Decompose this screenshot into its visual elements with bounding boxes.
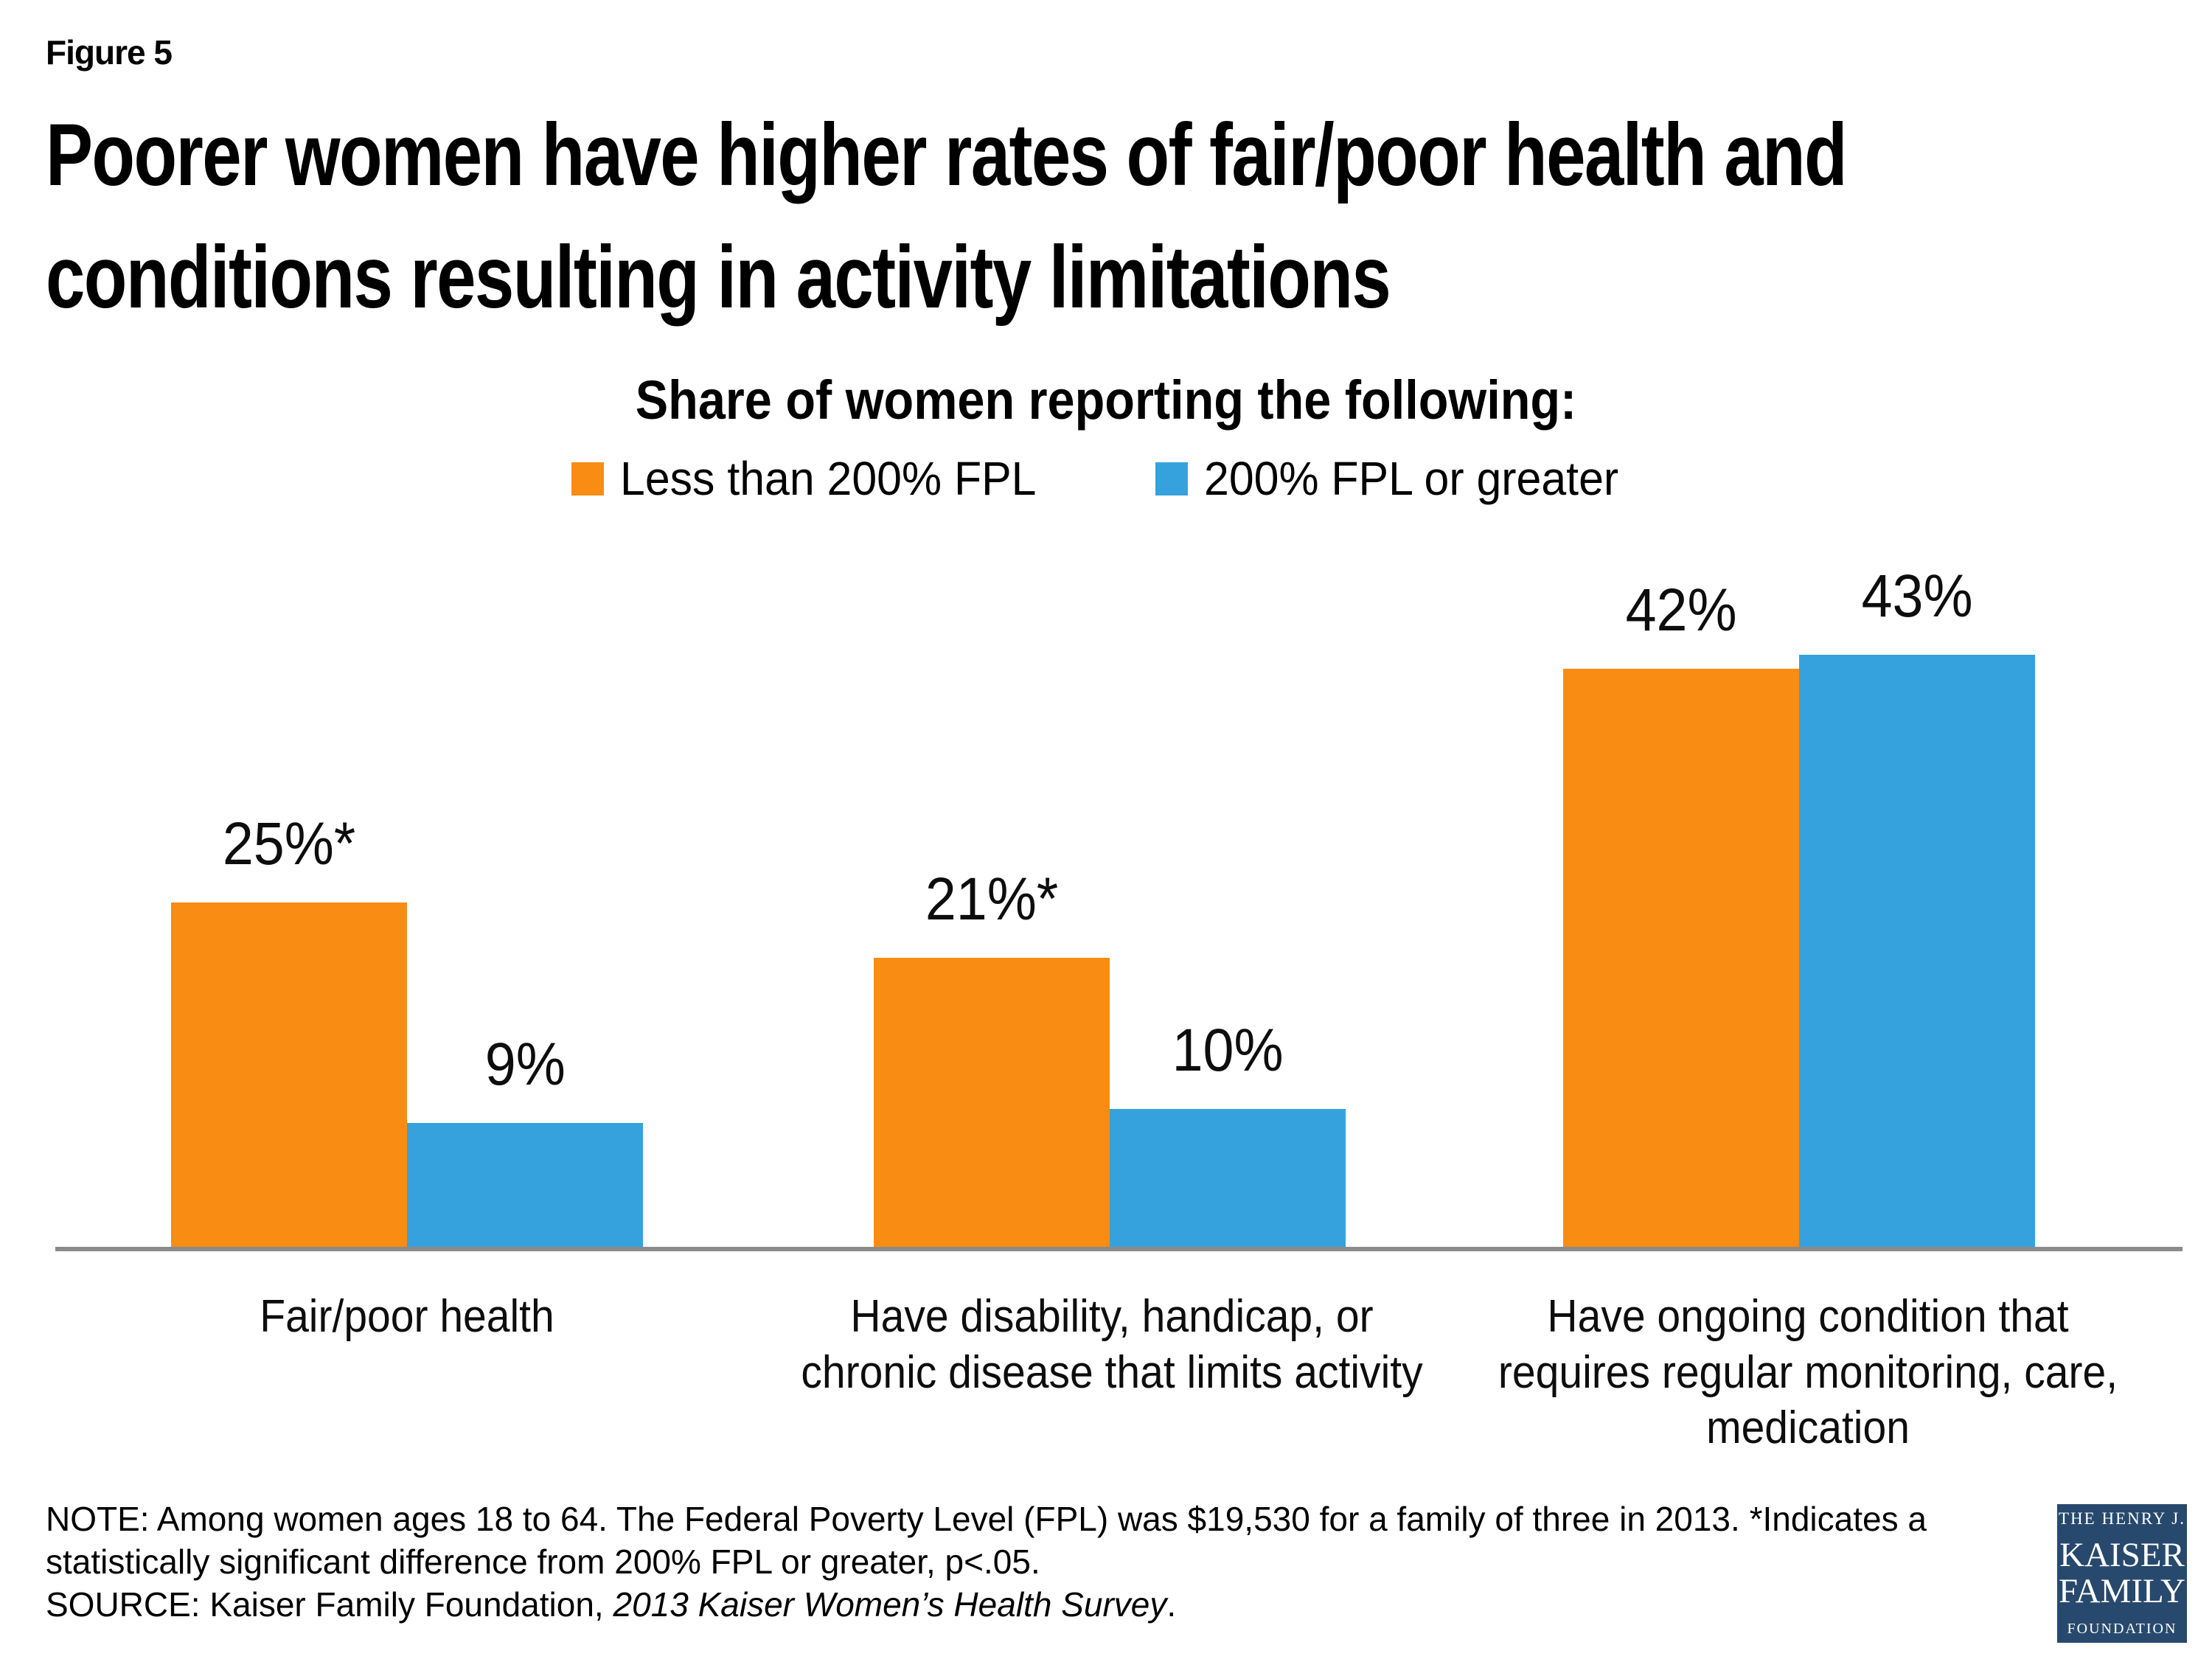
category-label: Fair/poor health [260,1291,554,1342]
bar-less-than-200-fpl [1563,668,1799,1247]
source-prefix: SOURCE: Kaiser Family Foundation, [46,1585,613,1624]
logo-line-3: FAMILY [2059,1571,2185,1610]
bar-column: 10% [1110,559,1346,1247]
legend-swatch-blue-icon [1155,462,1189,495]
bar-group: 25%* 9% [171,559,643,1247]
kff-logo: THE HENRY J. KAISER FAMILY FOUNDATION [2057,1504,2187,1643]
plot-area: 25%* 9% 21%* 10% 42% 43% [55,559,2183,1251]
bar-column: 25%* [171,559,407,1247]
bar-value-label: 9% [484,1030,566,1098]
note-line-2: statistically significant difference fro… [46,1542,1040,1581]
bar-column: 43% [1799,559,2035,1247]
bar-value-label: 43% [1861,563,1973,630]
source-suffix: . [1166,1585,1177,1624]
logo-line-1: THE HENRY J. [2059,1509,2186,1528]
bar-value-label: 42% [1625,576,1737,644]
title-line-1: Poorer women have higher rates of fair/p… [46,105,1848,204]
bar-group: 42% 43% [1563,559,2035,1247]
bar-value-label: 21%* [925,865,1059,933]
bar-value-label: 10% [1172,1017,1284,1085]
footnote: NOTE: Among women ages 18 to 64. The Fed… [46,1498,1927,1627]
bar-less-than-200-fpl [171,902,407,1247]
bar-group: 21%* 10% [874,559,1346,1247]
bar-value-label: 25%* [222,810,356,878]
bar-column: 21%* [874,559,1110,1247]
source-title: 2013 Kaiser Women’s Health Survey [613,1585,1167,1624]
source-line: SOURCE: Kaiser Family Foundation, 2013 K… [46,1584,1927,1627]
chart-subtitle: Share of women reporting the following: [635,369,1577,431]
figure-label: Figure 5 [46,33,173,72]
page-title: Poorer women have higher rates of fair/p… [46,94,1848,338]
legend-item-200-fpl-or-greater: 200% FPL or greater [1155,451,1641,506]
note-line-1: NOTE: Among women ages 18 to 64. The Fed… [46,1500,1927,1538]
bar-column: 9% [407,559,643,1247]
legend-label: Less than 200% FPL [620,452,1037,505]
bar-column: 42% [1563,559,1799,1247]
bar-200-fpl-or-greater [407,1122,643,1247]
chart-legend: Less than 200% FPL 200% FPL or greater [0,451,2212,506]
legend-swatch-orange-icon [571,462,605,495]
category-label: Have disability, handicap, or chronic di… [801,1291,1423,1398]
logo-line-2: KAISER [2059,1535,2185,1574]
bar-200-fpl-or-greater [1110,1109,1346,1247]
category-label: Have ongoing condition that requires reg… [1498,1291,2118,1454]
legend-label: 200% FPL or greater [1204,452,1619,505]
bar-less-than-200-fpl [874,957,1110,1247]
title-line-2: conditions resulting in activity limitat… [46,227,1391,327]
logo-line-4: FOUNDATION [2067,1621,2177,1638]
bar-200-fpl-or-greater [1799,655,2035,1247]
legend-item-less-than-200-fpl: Less than 200% FPL [571,451,1058,506]
